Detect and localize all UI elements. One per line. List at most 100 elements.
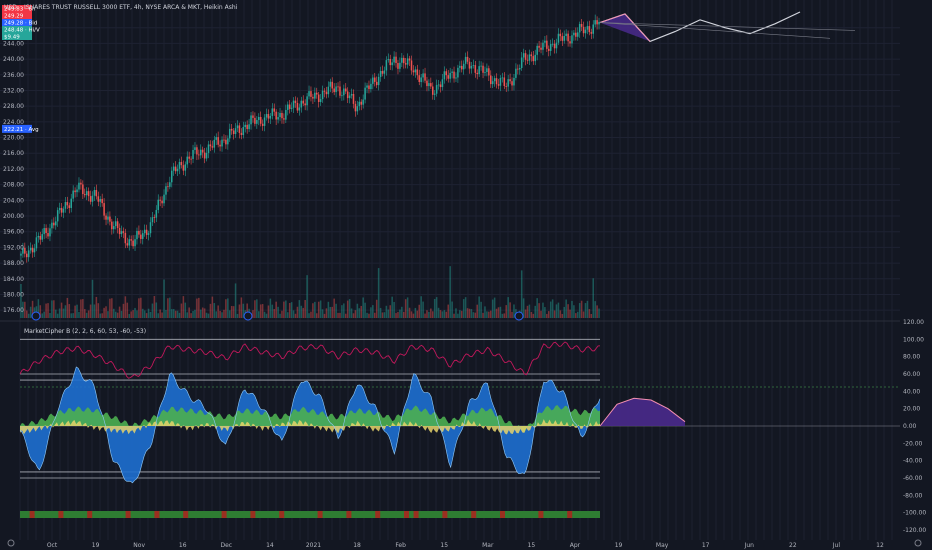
volume-bar	[138, 298, 140, 318]
candle-body	[269, 115, 272, 119]
candle-body	[559, 33, 562, 37]
candle-body	[113, 226, 115, 230]
volume-bar	[379, 307, 382, 318]
volume-bar	[70, 313, 72, 318]
volume-bar	[389, 305, 391, 318]
volume-bar	[196, 298, 198, 318]
candle-body	[445, 71, 448, 76]
price-tick-label: 240.00	[3, 56, 24, 63]
indicator-pane[interactable]	[19, 338, 900, 518]
candle-body	[530, 54, 533, 57]
volume-bar	[437, 307, 440, 318]
volume-bar	[72, 313, 74, 318]
indicator-axis[interactable]: 120.00 100.00 80.00 60.00 40.00 20.00 0.00 -20.…	[903, 319, 926, 534]
time-axis[interactable]: Oct 19 Nov 16 Dec 14 2021 18 Feb 15 Mar 15 Apr 19 May 1…	[47, 542, 884, 549]
volume-bar	[287, 312, 289, 318]
signal-strip-segment	[154, 511, 160, 518]
auto-scale-icon[interactable]	[914, 539, 922, 547]
signal-strip-segment	[375, 511, 381, 518]
volume-bar	[169, 297, 171, 318]
volume-bar	[136, 310, 138, 318]
volume-bar	[227, 298, 229, 318]
event-badge-icon[interactable]	[31, 311, 41, 321]
volume-bar	[159, 309, 161, 318]
volume-bar	[55, 309, 57, 318]
volume-bar	[341, 305, 343, 318]
volume-bar	[329, 306, 332, 318]
volume-bar	[567, 304, 569, 318]
candle-body	[348, 95, 351, 99]
volume-bar	[209, 303, 212, 318]
candle-body	[31, 247, 34, 253]
candle-body	[470, 65, 473, 69]
volume-bar	[584, 303, 587, 318]
candle-body	[41, 234, 43, 240]
volume-bar	[549, 301, 552, 318]
volume-bar	[551, 299, 554, 318]
volume-bar	[149, 311, 152, 318]
candle-body	[24, 247, 26, 254]
candle-body	[372, 77, 374, 84]
volume-bar	[294, 313, 297, 318]
volume-bar	[387, 309, 390, 318]
price-pane[interactable]	[0, 0, 900, 540]
candle-body	[375, 81, 378, 86]
volume-bar	[362, 297, 364, 318]
candle-body	[285, 109, 287, 120]
signal-strip-segment	[29, 511, 35, 518]
candle-body	[80, 182, 82, 185]
volume-bar	[256, 299, 258, 318]
candle-body	[60, 207, 63, 213]
volume-bar	[333, 298, 335, 318]
price-tick-label: 220.00	[3, 135, 24, 142]
candle-body	[238, 125, 241, 133]
candle-body	[522, 53, 525, 58]
indicator-title[interactable]: MarketCipher B (2, 2, 6, 60, 53, -60, -5…	[24, 328, 146, 335]
candle-body	[385, 60, 388, 71]
candle-body	[329, 81, 332, 87]
price-axis[interactable]: 248.00244.00240.00236.00232.00228.00224.…	[3, 25, 24, 314]
candle-body	[457, 67, 459, 78]
volume-bar	[314, 301, 316, 318]
volume-bar	[441, 311, 444, 318]
volume-bar	[370, 307, 372, 318]
candle-body	[509, 79, 511, 82]
event-badge-icon[interactable]	[514, 311, 524, 321]
volume-bar	[555, 304, 558, 318]
volume-bar	[288, 302, 291, 318]
volume-bar	[223, 309, 225, 318]
volume-bar	[403, 311, 405, 318]
volume-bar	[213, 303, 216, 318]
volume-bar	[60, 302, 63, 318]
volume-bar	[259, 304, 262, 318]
candle-body	[184, 164, 187, 171]
price-gridlines	[0, 27, 900, 311]
chart-legend[interactable]: USD ISHARES TRUST RUSSELL 3000 ETF, 4h, …	[4, 4, 238, 11]
symbol-title[interactable]: ISHARES TRUST RUSSELL 3000 ETF, 4h, NYSE…	[24, 4, 238, 11]
candle-body	[236, 125, 239, 129]
volume-bar	[182, 296, 185, 318]
candle-body	[540, 47, 542, 50]
settings-gear-icon[interactable]	[7, 539, 15, 547]
price-tick-label: 208.00	[3, 182, 24, 189]
event-badge-icon[interactable]	[243, 311, 253, 321]
candle-body	[352, 94, 355, 104]
price-tick-label: 244.00	[3, 40, 24, 47]
candle-body	[418, 75, 420, 83]
volume-bar	[254, 300, 256, 318]
candle-body	[26, 253, 28, 258]
volume-bar	[113, 308, 115, 318]
volume-bar	[155, 302, 158, 318]
candle-body	[132, 240, 134, 247]
volume-bar	[513, 304, 515, 318]
volume-bar	[491, 299, 494, 318]
candle-body	[364, 87, 366, 100]
candle-body	[563, 35, 565, 41]
volume-bar	[530, 312, 533, 318]
candle-body	[573, 32, 575, 36]
volume-bar	[180, 303, 183, 318]
event-badges[interactable]	[31, 311, 524, 321]
volume-bar	[428, 311, 430, 318]
volume-bar	[499, 306, 502, 318]
